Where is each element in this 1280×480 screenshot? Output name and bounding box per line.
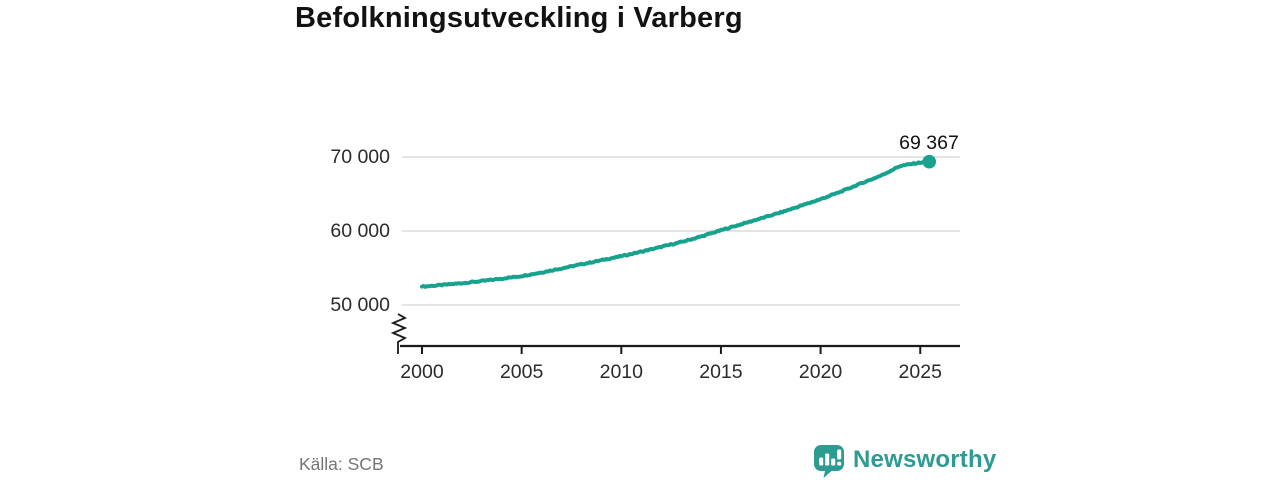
x-axis-label-2010: 2010 [599,361,643,383]
x-axis-label-2015: 2015 [699,361,743,383]
page-title: Befolkningsutveckling i Varberg [295,2,743,34]
x-axis-label-2025: 2025 [898,361,942,383]
x-axis-label-2020: 2020 [798,361,843,383]
brand-lockup: Newsworthy [812,442,996,478]
source-note: Källa: SCB [299,454,384,474]
latest-value-label: 69 367 [899,132,959,154]
population-line-chart [390,154,960,354]
brand-name: Newsworthy [853,446,997,473]
x-axis-label-2000: 2000 [400,361,444,383]
y-axis-label-70000: 70 000 [330,146,390,168]
newsworthy-logo-icon [814,444,844,478]
y-axis-label-50000: 50 000 [330,294,390,316]
y-axis-label-60000: 60 000 [330,220,390,242]
x-axis-label-2005: 2005 [499,361,544,383]
